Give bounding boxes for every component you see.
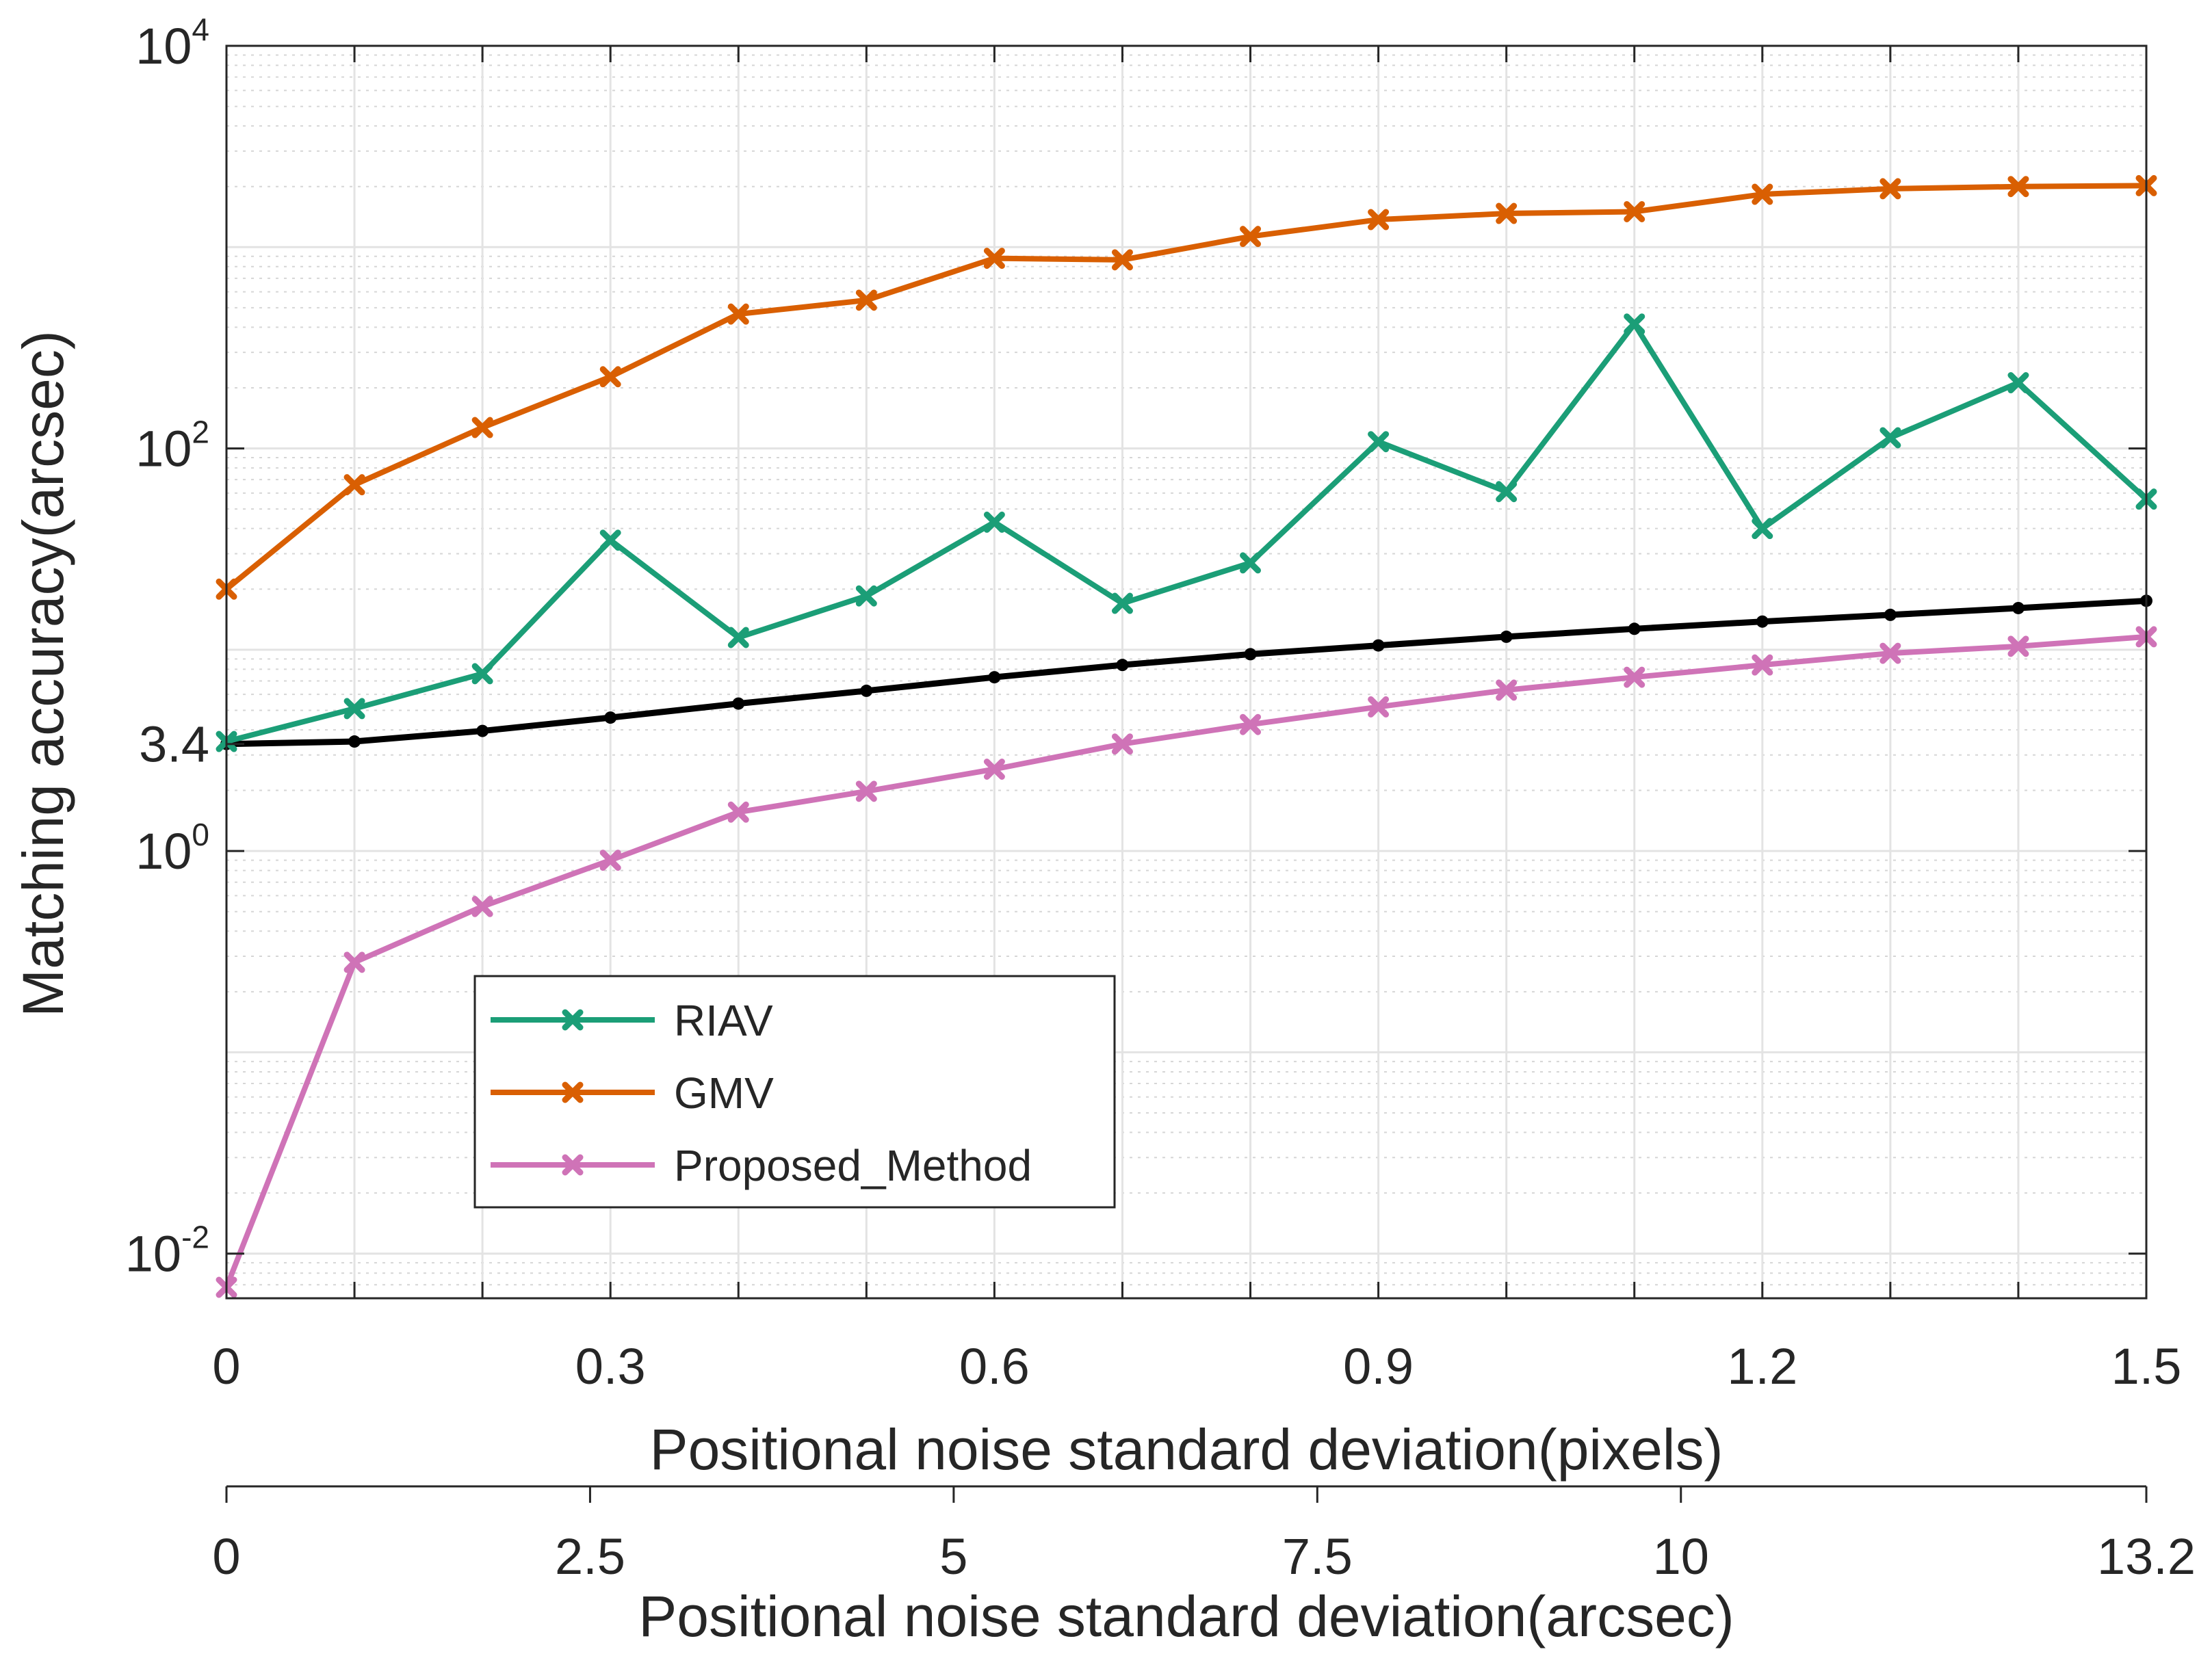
data-point-marker [860,684,873,697]
data-point-marker [1111,733,1133,755]
data-point-marker [1116,659,1129,672]
data-point-marker [1244,648,1257,661]
data-point-marker [343,951,365,973]
data-point-marker [1879,178,1901,200]
y-annotation-label: 3.4 [139,716,209,773]
secondary-x-tick-label: 10 [1653,1528,1709,1585]
data-point-marker [1496,481,1518,503]
data-point-marker [1624,313,1645,335]
legend-marker [562,1081,584,1103]
legend-label: Proposed_Method [674,1141,1032,1190]
legend: RIAV GMV Proposed_Method [473,975,1116,1209]
data-point-marker [604,711,617,724]
data-point-marker [1752,654,1773,676]
series-line [224,183,2149,592]
secondary-x-axis-title: Positional noise standard deviation(arcs… [638,1584,1734,1648]
data-point-marker [2007,372,2029,394]
plot-frame [225,44,2148,1300]
data-point-marker [1496,202,1518,224]
y-tick-label: 10-2 [125,1220,209,1283]
series-reference-line [220,594,2152,750]
y-axis-title: Matching accuracy(arcsec) [11,330,75,1017]
secondary-x-tick-label: 13.2 [2097,1528,2196,1585]
data-point-marker [2007,176,2029,198]
data-point-marker [732,697,745,710]
data-point-marker [988,671,1001,684]
data-point-marker [1752,518,1773,540]
data-point-marker [2007,635,2029,657]
legend-marker [562,1154,584,1176]
data-point-marker [1752,183,1773,205]
secondary-x-tick-label: 2.5 [555,1528,625,1585]
data-point-marker [1879,642,1901,664]
data-point-marker [1240,226,1262,248]
y-axis-ticks: 10-2 100 102 104 3.4 [125,12,2146,1283]
x-tick-label: 0.9 [1343,1338,1414,1395]
data-point-marker [348,735,361,748]
data-point-marker [343,474,365,496]
x-tick-label: 0 [212,1338,240,1395]
data-point-marker [1368,431,1390,453]
data-point-marker [599,529,621,551]
data-point-marker [855,780,877,802]
data-point-marker [1240,713,1262,735]
secondary-x-tick-label: 5 [939,1528,967,1585]
data-point-marker [1624,200,1645,222]
legend-label: RIAV [674,996,773,1045]
data-point-marker [983,511,1005,533]
data-point-marker [727,627,749,648]
x-tick-label: 1.5 [2111,1338,2182,1395]
data-point-marker [983,759,1005,780]
data-point-marker [471,663,493,685]
x-tick-label: 0.3 [575,1338,646,1395]
series-gmv [216,174,2157,600]
data-point-marker [1879,427,1901,449]
data-point-marker [343,698,365,720]
y-tick-label: 102 [135,415,209,477]
x-axis-ticks: 0 0.3 0.6 0.9 1.2 1.5 [212,46,2181,1395]
x-axis-title: Positional noise standard deviation(pixe… [650,1417,1723,1482]
data-point-marker [1368,209,1390,231]
data-point-marker [2012,601,2025,614]
secondary-x-tick-label: 0 [212,1528,240,1585]
data-point-marker [599,366,621,388]
y-tick-label: 104 [135,12,209,75]
x-tick-label: 0.6 [959,1338,1030,1395]
data-point-marker [983,248,1005,270]
data-point-marker [1372,639,1385,652]
data-point-marker [1624,666,1645,688]
data-point-marker [1368,696,1390,718]
data-point-marker [476,724,489,737]
data-point-marker [1756,615,1769,628]
x-tick-label: 1.2 [1727,1338,1797,1395]
series-line [223,597,2150,748]
series-line [224,321,2149,745]
data-point-marker [727,801,749,823]
data-point-marker [855,289,877,311]
secondary-x-tick-label: 7.5 [1282,1528,1353,1585]
data-point-marker [1496,679,1518,701]
legend-marker [562,1009,584,1031]
data-point-marker [471,895,493,917]
data-point-marker [599,850,621,871]
data-point-marker [1628,622,1641,635]
data-point-marker [1111,249,1133,271]
secondary-x-axis: 0 2.5 5 7.5 10 13.2 [212,1485,2196,1585]
series-proposed_method [216,626,2157,1298]
series-line [224,633,2149,1291]
y-tick-label: 100 [135,817,209,880]
data-point-marker [1240,552,1262,574]
data-point-marker [471,417,493,438]
data-point-marker [1884,608,1897,621]
data-point-marker [855,585,877,607]
data-point-marker [1500,630,1513,643]
legend-label: GMV [674,1068,774,1118]
data-point-marker [727,303,749,325]
data-point-marker [1111,592,1133,614]
